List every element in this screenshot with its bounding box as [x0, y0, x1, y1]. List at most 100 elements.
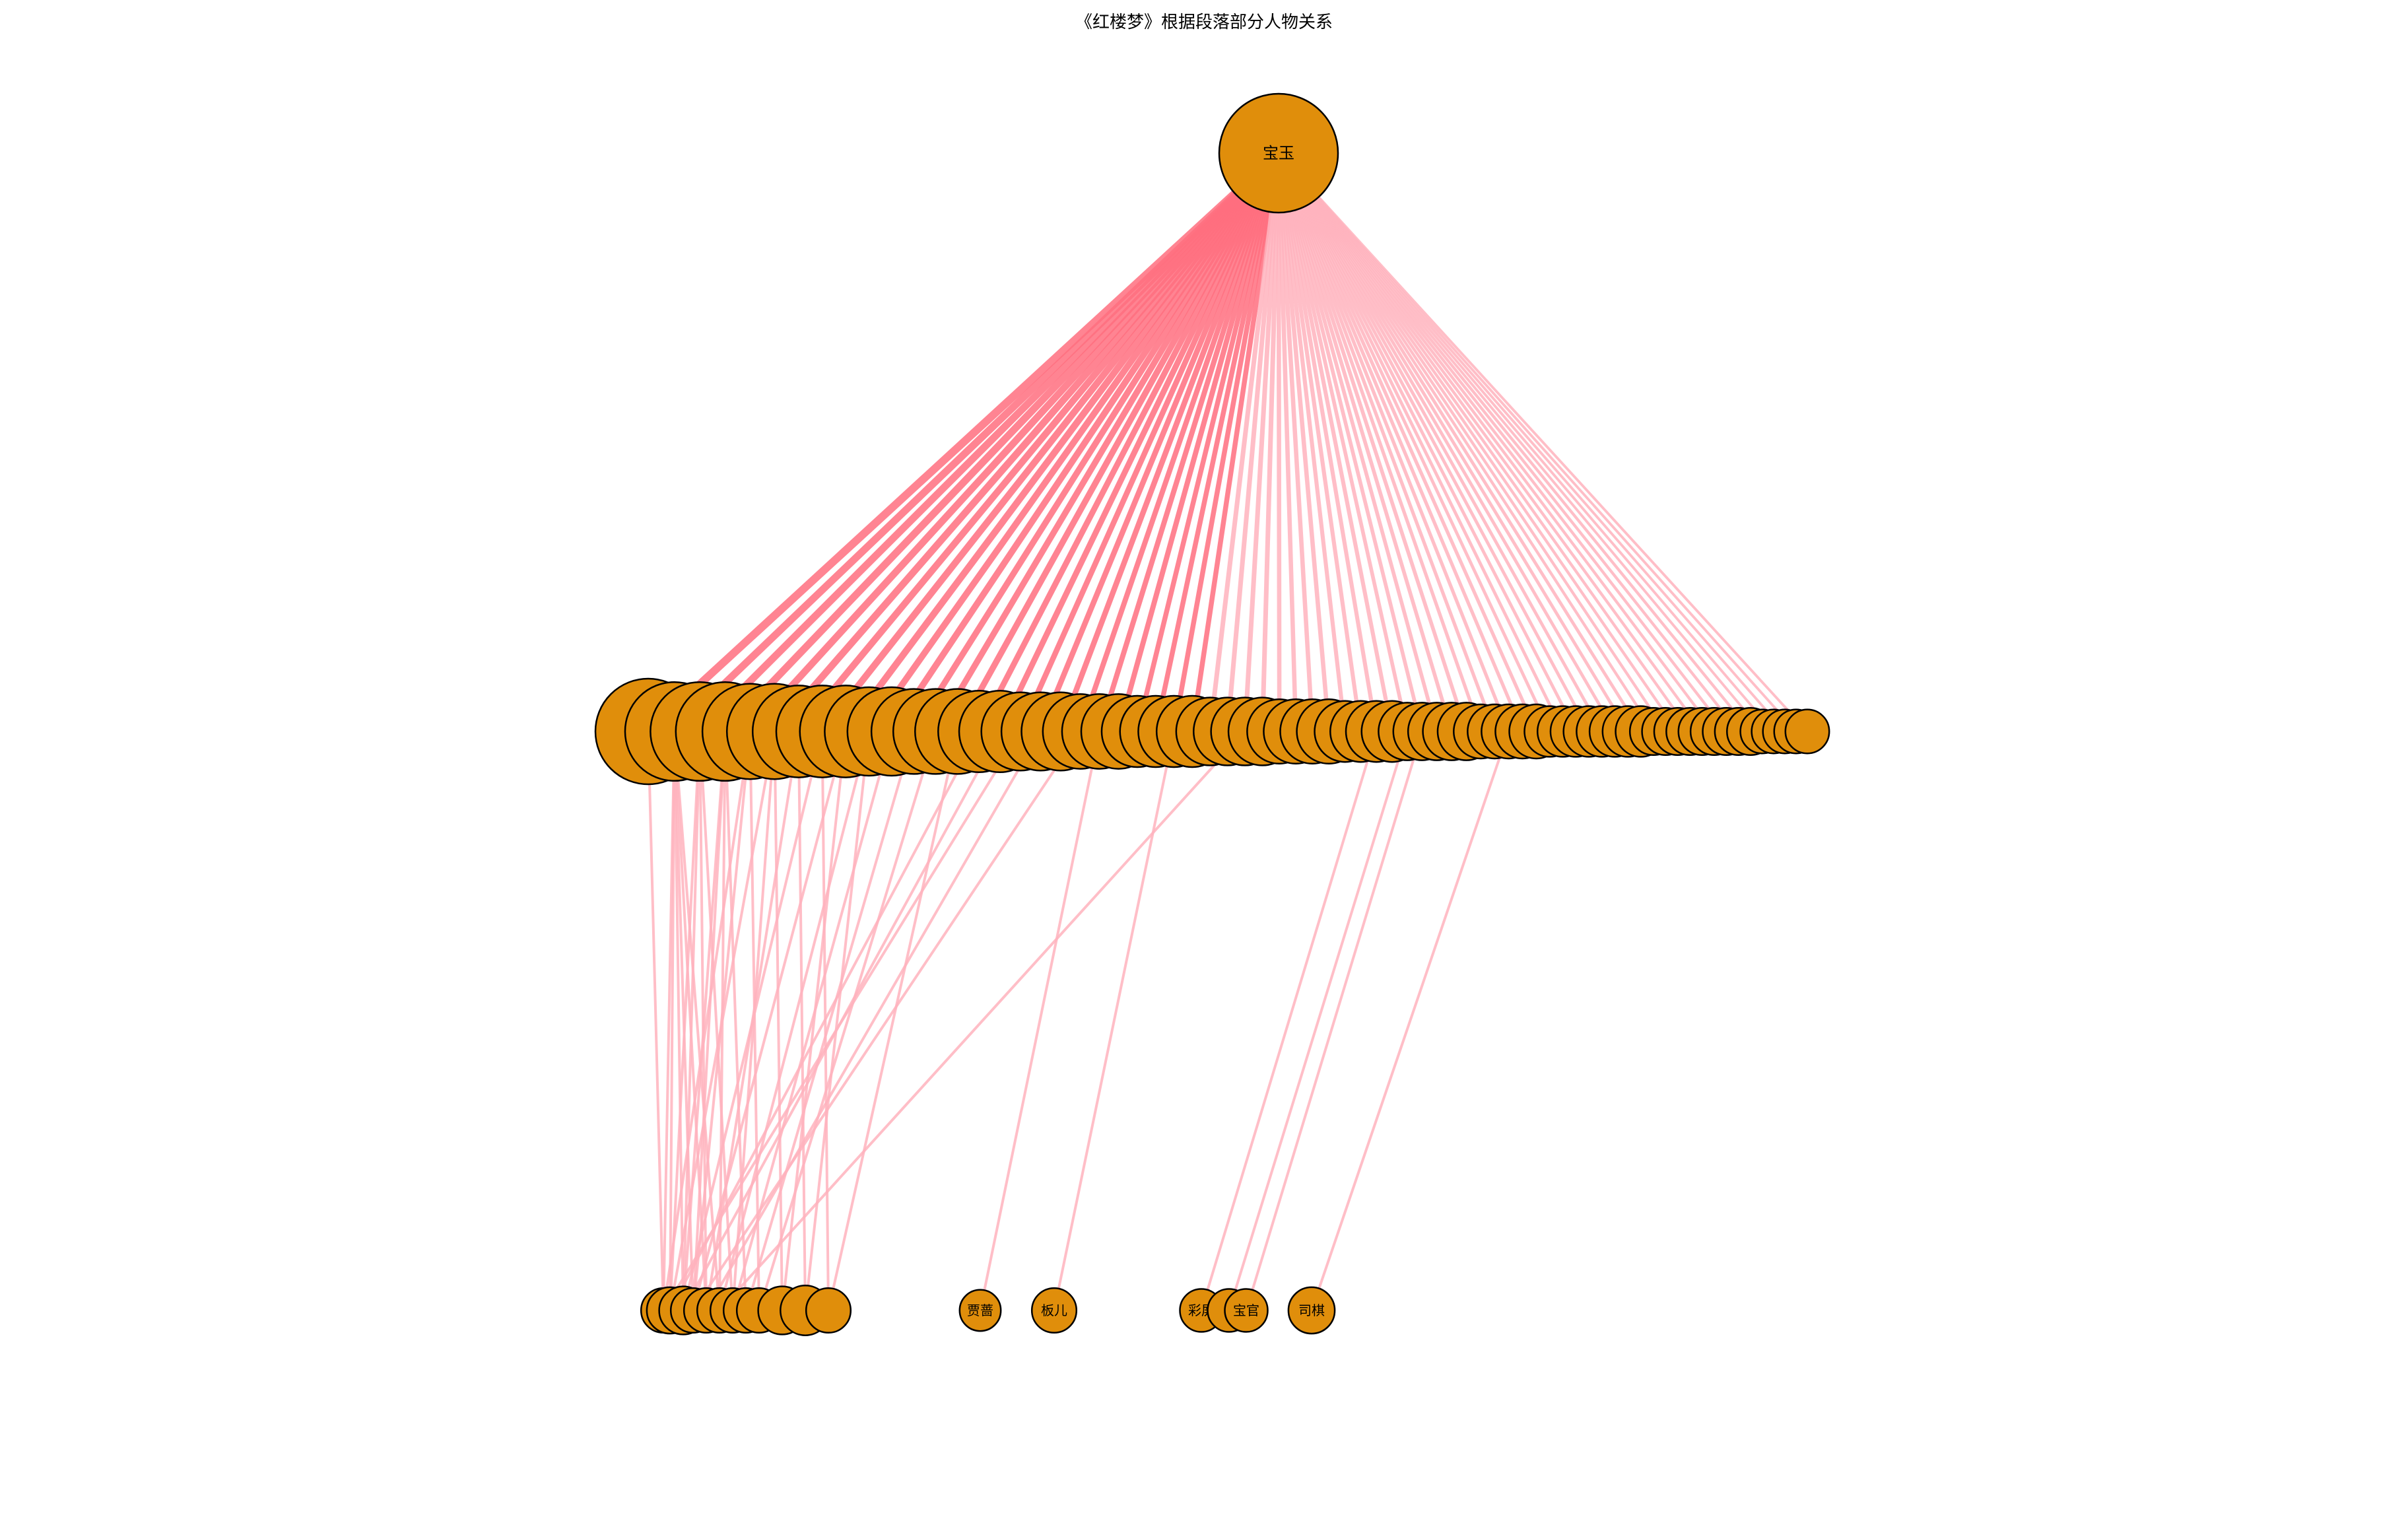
- edge-root-to-middle: [1277, 151, 1539, 733]
- edge-root-to-middle: [1277, 151, 1656, 733]
- edge-root-to-middle: [888, 150, 1282, 735]
- edge-root-to-middle: [1277, 151, 1604, 733]
- edge-middle-to-bottom: [662, 730, 1022, 1312]
- graph-node[interactable]: 贾蔷: [958, 1289, 1002, 1332]
- node-layer: 贾母凤姐袭人王夫人宝钗黛玉贾蔷板儿彩屏宝官司棋宝玉: [594, 92, 1830, 1336]
- edge-root-to-middle: [1207, 151, 1281, 734]
- node-circle: [1784, 708, 1830, 755]
- edge-root-to-middle: [1135, 151, 1281, 734]
- node-circle: [958, 1289, 1002, 1332]
- edge-middle-to-bottom: [758, 730, 937, 1312]
- edge-root-to-middle: [910, 150, 1282, 735]
- edge-root-to-middle: [1017, 150, 1282, 735]
- edge-middle-to-bottom: [705, 730, 1042, 1312]
- edge-root-to-middle: [1077, 151, 1281, 734]
- edge-middle-to-bottom: [723, 730, 747, 1312]
- edge-root-to-middle: [1277, 151, 1552, 733]
- edge-middle-to-bottom: [745, 730, 916, 1312]
- edge-root-to-middle: [1057, 150, 1282, 735]
- graph-node[interactable]: [805, 1287, 852, 1334]
- edge-middle-to-bottom: [669, 730, 702, 1312]
- edge-middle-to-bottom: [682, 730, 702, 1312]
- node-circle: [1287, 1286, 1336, 1335]
- edge-middle-to-bottom: [662, 730, 752, 1312]
- edge-root-to-middle: [1276, 151, 1395, 734]
- edge-root-to-middle: [997, 150, 1282, 735]
- edge-middle-to-bottom: [692, 730, 727, 1312]
- edge-root-to-middle: [1277, 151, 1716, 733]
- edge-layer: [644, 149, 1809, 1312]
- edge-middle-to-bottom: [718, 730, 1247, 1312]
- edge-root-to-middle: [1277, 151, 1409, 733]
- edge-middle-to-bottom: [682, 730, 824, 1312]
- edge-middle-to-bottom: [698, 730, 734, 1312]
- edge-root-to-middle: [1277, 151, 1424, 733]
- edge-root-to-middle: [1276, 151, 1379, 734]
- edge-root-to-middle: [1277, 152, 1786, 733]
- graph-node[interactable]: 司棋: [1287, 1286, 1336, 1335]
- edge-root-to-middle: [954, 150, 1282, 735]
- edge-root-to-middle: [1277, 151, 1525, 733]
- edge-root-to-middle: [1277, 151, 1630, 733]
- edge-root-to-middle: [1276, 151, 1315, 734]
- edge-root-to-middle: [976, 150, 1282, 735]
- edge-root-to-middle: [1153, 151, 1281, 734]
- edge-middle-to-bottom: [718, 730, 871, 1312]
- edge-root-to-middle: [1116, 151, 1281, 734]
- edge-root-to-middle: [1171, 151, 1281, 734]
- edge-root-to-middle: [1277, 152, 1809, 733]
- edge-root-to-middle: [1096, 151, 1281, 734]
- edge-root-to-middle: [1277, 152, 1764, 733]
- edge-root-to-middle: [1277, 151, 1704, 733]
- edge-root-to-middle: [1277, 151, 1591, 733]
- edge-root-to-middle: [1225, 151, 1281, 734]
- edge-middle-to-bottom: [979, 730, 1101, 1312]
- edge-root-to-middle: [1277, 152, 1797, 733]
- edge-root-to-middle: [1277, 151, 1439, 733]
- edge-root-to-middle: [1277, 151, 1728, 733]
- edge-middle-to-bottom: [692, 730, 848, 1312]
- edge-middle-to-bottom: [647, 730, 665, 1312]
- node-label: 司棋: [1298, 1302, 1325, 1318]
- node-circle: [805, 1287, 852, 1334]
- edge-root-to-middle: [1276, 151, 1347, 734]
- edge-middle-to-bottom: [673, 730, 685, 1312]
- node-label: 宝官: [1233, 1302, 1259, 1318]
- graph-node[interactable]: 板儿: [1030, 1287, 1078, 1334]
- edge-middle-to-bottom: [673, 730, 721, 1312]
- edge-root-to-middle: [1277, 151, 1740, 733]
- edge-root-to-middle: [1038, 150, 1282, 735]
- edge-root-to-middle: [1277, 151, 1578, 733]
- node-label: 宝玉: [1263, 144, 1294, 162]
- edge-middle-to-bottom: [1245, 730, 1424, 1312]
- edge-root-to-middle: [1277, 151, 1667, 733]
- edge-root-to-middle: [1276, 151, 1331, 734]
- graph-node[interactable]: 宝官: [1224, 1288, 1269, 1333]
- edge-root-to-middle: [1277, 151, 1565, 733]
- edge-middle-to-bottom: [692, 730, 1082, 1312]
- node-circle: [1218, 92, 1339, 214]
- edge-root-to-middle: [1277, 151, 1454, 733]
- edge-root-to-middle: [932, 150, 1282, 735]
- edge-root-to-middle: [1242, 151, 1281, 734]
- edge-root-to-middle: [1259, 151, 1281, 734]
- edge-root-to-middle: [1277, 151, 1511, 733]
- edge-middle-to-bottom: [804, 730, 871, 1312]
- chart-title: 《红楼梦》根据段落部分人物关系: [1075, 13, 1333, 32]
- edge-middle-to-bottom: [682, 730, 727, 1312]
- graph-node[interactable]: 宝玉: [1218, 92, 1339, 214]
- edge-root-to-middle: [1277, 151, 1679, 733]
- edge-middle-to-bottom: [1200, 730, 1378, 1312]
- edge-root-to-middle: [1277, 151, 1496, 733]
- edge-middle-to-bottom: [1310, 730, 1510, 1312]
- edge-root-to-middle: [1277, 152, 1775, 733]
- edge-middle-to-bottom: [781, 730, 848, 1312]
- edge-root-to-middle: [1276, 151, 1298, 734]
- node-label: 板儿: [1041, 1302, 1067, 1318]
- edge-root-to-middle: [1276, 151, 1363, 734]
- edge-root-to-middle: [1277, 151, 1469, 733]
- edge-middle-to-bottom: [669, 730, 676, 1312]
- graph-node[interactable]: [1784, 708, 1830, 755]
- edge-root-to-middle: [1277, 151, 1643, 733]
